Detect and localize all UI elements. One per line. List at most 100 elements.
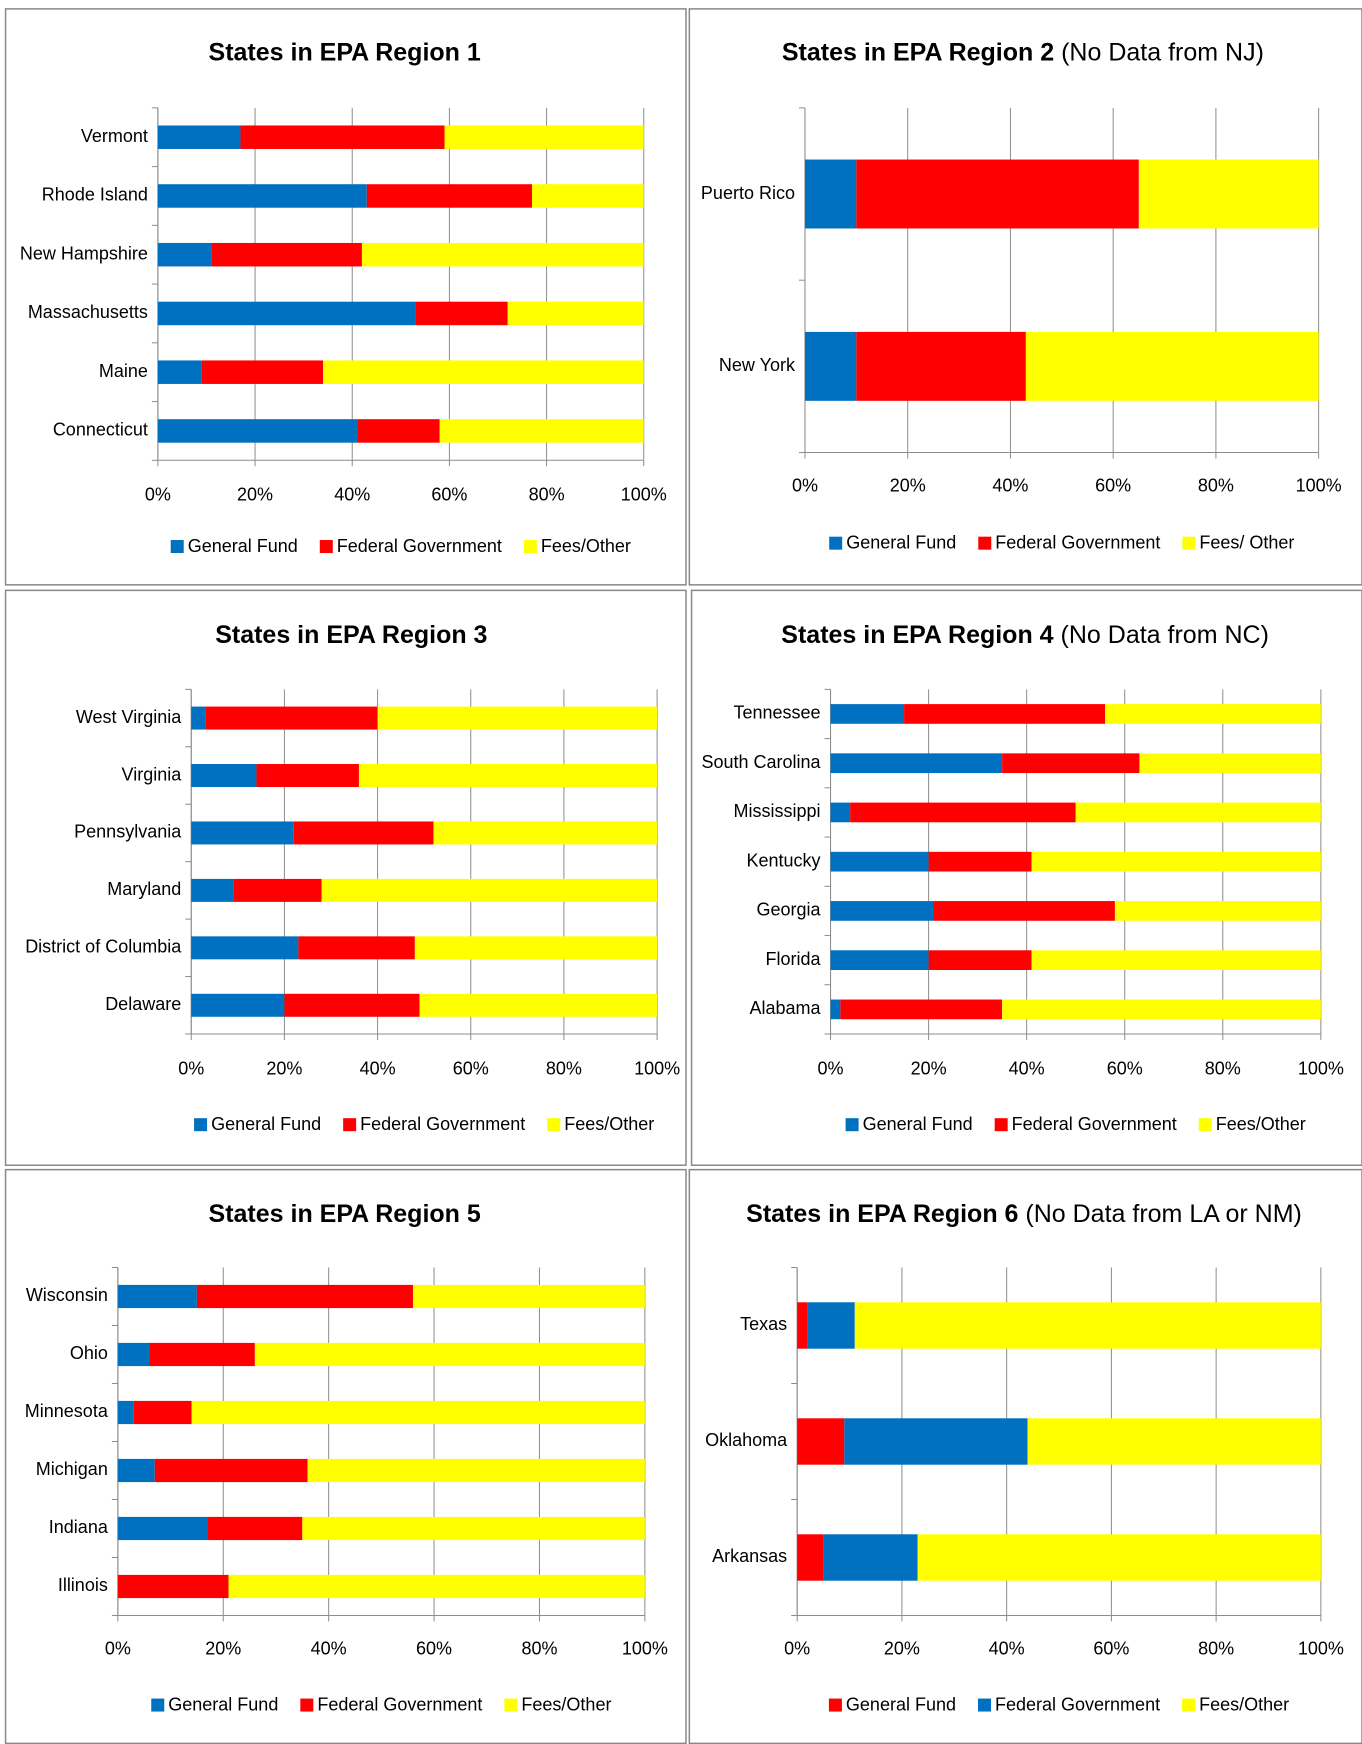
bar-segment: [191, 993, 285, 1017]
bar-segment: [196, 1284, 413, 1309]
x-tick-label: 100%: [1298, 1058, 1344, 1078]
bar-segment: [830, 704, 905, 724]
x-tick-label: 80%: [529, 485, 565, 505]
bar-segment: [1002, 999, 1321, 1020]
x-tick-label: 20%: [911, 1058, 947, 1078]
legend-label: Fees/ Other: [1199, 532, 1294, 552]
category-label: Illinois: [58, 1575, 108, 1595]
x-tick-label: 0%: [105, 1639, 131, 1659]
legend-item: Federal Government: [300, 1694, 482, 1714]
legend-label: General Fund: [188, 536, 298, 556]
title-main: States in EPA Region 1: [209, 38, 481, 66]
bar-segment: [823, 1534, 918, 1581]
legend-swatch: [194, 1118, 208, 1132]
x-tick-label: 100%: [634, 1058, 680, 1078]
legend-item: General Fund: [828, 1694, 956, 1714]
bar-segment: [1075, 802, 1321, 823]
bar-segment: [415, 301, 508, 326]
category-label: District of Columbia: [25, 937, 182, 957]
bar-segment: [412, 1284, 645, 1309]
legend-label: Fees/Other: [541, 536, 631, 556]
bar-segment: [1002, 753, 1140, 774]
legend-label: Fees/Other: [1216, 1114, 1306, 1134]
bar-segment: [377, 706, 658, 730]
legend-item: Federal Government: [994, 1114, 1177, 1134]
bar-segment: [1139, 753, 1321, 774]
bar-segment: [211, 242, 362, 267]
bar-segment: [254, 1342, 645, 1367]
bar-segment: [307, 1458, 645, 1483]
legend-item: Fees/Other: [1182, 1694, 1289, 1714]
category-label: Connecticut: [53, 420, 148, 440]
bar-segment: [117, 1516, 208, 1541]
x-tick-label: 40%: [334, 485, 370, 505]
title-main: States in EPA Region 2: [782, 38, 1054, 66]
bar-segment: [117, 1574, 229, 1599]
x-tick-label: 60%: [1107, 1058, 1143, 1078]
legend-swatch: [845, 1118, 859, 1132]
x-tick-label: 100%: [622, 1639, 668, 1659]
x-tick-label: 0%: [178, 1058, 204, 1078]
bar-segment: [1105, 704, 1321, 724]
bar-segment: [933, 901, 1115, 921]
bar-segment: [117, 1284, 197, 1309]
bar-segment: [358, 764, 658, 787]
legend-swatch: [300, 1698, 314, 1712]
panel-frame: [690, 589, 1362, 1166]
title-main: States in EPA Region 4: [781, 621, 1053, 649]
bar-segment: [201, 360, 324, 384]
bar-segment: [830, 950, 929, 970]
x-tick-label: 80%: [521, 1639, 557, 1659]
category-label: New Hampshire: [20, 243, 148, 263]
legend-item: Federal Government: [978, 532, 1160, 552]
bar-segment: [256, 764, 359, 787]
bar-segment: [532, 184, 644, 208]
panel-frame: [688, 8, 1362, 586]
bar-segment: [444, 125, 644, 149]
legend-swatch: [547, 1118, 561, 1132]
x-tick-label: 0%: [818, 1058, 844, 1078]
x-tick-label: 20%: [205, 1639, 241, 1659]
bar-segment: [804, 159, 857, 229]
bar-segment: [854, 1302, 1321, 1349]
bar-segment: [157, 301, 416, 326]
legend-swatch: [1182, 536, 1196, 550]
bar-segment: [1031, 950, 1321, 970]
legend-swatch: [828, 1698, 842, 1712]
bar-segment: [205, 706, 378, 730]
bar-segment: [840, 999, 1003, 1020]
bar-segment: [1025, 331, 1319, 401]
x-tick-label: 20%: [266, 1058, 302, 1078]
chart-title: States in EPA Region 1: [209, 38, 481, 66]
bar-segment: [191, 936, 299, 960]
category-label: Minnesota: [25, 1401, 109, 1421]
legend-item: Fees/ Other: [1182, 532, 1294, 552]
panel-frame: [4, 8, 687, 586]
bar-segment: [191, 764, 257, 787]
legend-swatch: [170, 540, 184, 554]
x-tick-label: 40%: [1009, 1058, 1045, 1078]
bar-segment: [149, 1342, 255, 1367]
category-label: Maryland: [107, 879, 181, 899]
panel-frame: [4, 1168, 687, 1744]
legend-item: Fees/Other: [1198, 1114, 1306, 1134]
category-label: Oklahoma: [705, 1430, 788, 1450]
category-label: Rhode Island: [42, 185, 148, 205]
bar-segment: [804, 331, 857, 401]
bar-segment: [293, 821, 434, 845]
x-tick-label: 60%: [453, 1058, 489, 1078]
category-label: South Carolina: [701, 752, 821, 772]
x-tick-label: 20%: [890, 476, 926, 496]
chart-title: States in EPA Region 2 (No Data from NJ): [782, 38, 1264, 66]
bar-segment: [157, 360, 202, 384]
bar-segment: [191, 821, 294, 845]
category-label: Mississippi: [734, 801, 821, 821]
legend-label: Federal Government: [995, 1694, 1160, 1714]
category-label: Alabama: [749, 998, 821, 1018]
legend-item: Federal Government: [343, 1114, 525, 1134]
legend-swatch: [829, 536, 843, 550]
x-tick-label: 60%: [416, 1639, 452, 1659]
legend-label: Fees/Other: [521, 1694, 611, 1714]
bar-segment: [830, 999, 841, 1020]
